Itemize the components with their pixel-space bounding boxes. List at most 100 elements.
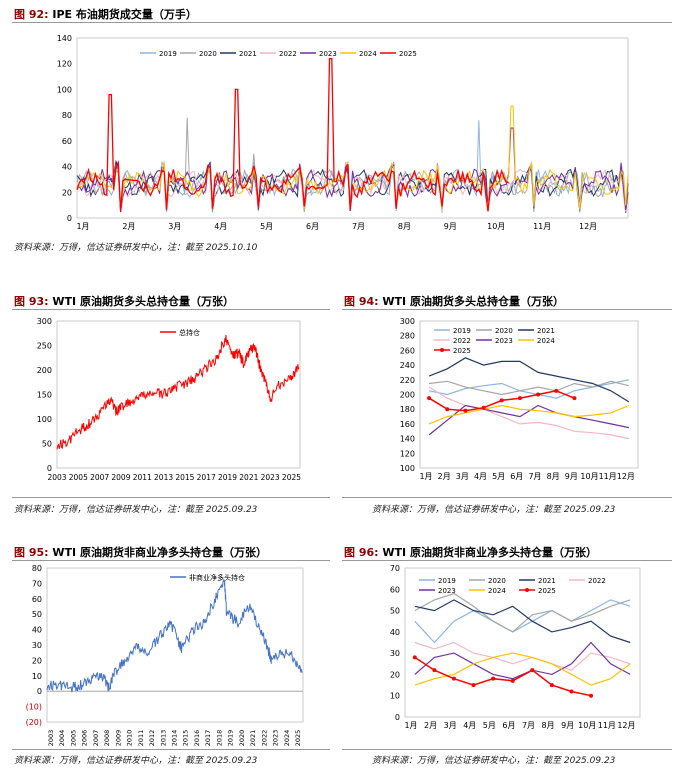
x-tick-label: 2021 (249, 730, 257, 747)
title-rule (12, 560, 330, 561)
x-tick-label: 2023 (272, 730, 280, 747)
y-tick-label: 0 (395, 713, 400, 722)
y-tick-label: (10) (26, 703, 42, 712)
figure-title-text: WTI 原油期货多头总持仓量（万张） (52, 295, 234, 308)
y-tick-label: 140 (57, 34, 72, 43)
source-rule (12, 749, 330, 750)
title-rule (12, 22, 672, 23)
x-tick-label: 2011 (137, 730, 145, 747)
legend-marker (525, 588, 529, 592)
source-rule (12, 497, 330, 498)
data-point-2025 (517, 396, 522, 401)
legend-label: 2019 (453, 327, 471, 335)
figure-title-text: WTI 原油期货多头总持仓量（万张） (382, 295, 564, 308)
figure-label: 图 96: (344, 546, 379, 559)
legend-label: 2022 (279, 50, 297, 58)
x-tick-label: 8月 (547, 472, 560, 481)
x-tick-label: 2025 (294, 730, 302, 747)
source-rule (342, 749, 672, 750)
x-tick-label: 10月 (578, 721, 596, 730)
source-note-95: 资料来源：万得，信达证券研发中心，注：截至 2025.09.23 (14, 756, 258, 766)
series-line-2024 (414, 652, 631, 686)
x-tick-label: 2003 (47, 473, 66, 482)
y-tick-label: 250 (37, 342, 52, 351)
legend-label: 2020 (488, 577, 506, 585)
figure-label: 图 92: (14, 8, 49, 21)
legend-label: 2024 (359, 50, 377, 58)
y-tick-label: 20 (390, 670, 400, 679)
data-point-2025 (445, 407, 450, 412)
x-tick-label: 2013 (154, 473, 173, 482)
x-tick-label: 2007 (90, 473, 109, 482)
figure-title-text: IPE 布油期货成交量（万手） (52, 8, 197, 21)
y-tick-label: 10 (32, 672, 42, 681)
y-tick-label: 40 (32, 626, 42, 635)
figure-title-text: WTI 原油期货非商业净多头持仓量（万张） (382, 546, 597, 559)
y-tick-label: 30 (32, 641, 42, 650)
data-point-2025 (569, 689, 574, 694)
x-tick-label: 2008 (103, 730, 111, 747)
y-tick-label: 60 (62, 137, 72, 146)
x-tick-label: 8月 (542, 721, 555, 730)
legend-label: 2021 (538, 577, 556, 585)
x-tick-label: 6月 (502, 721, 515, 730)
x-tick-label: 10月 (487, 222, 505, 231)
x-tick-label: 8月 (398, 222, 411, 231)
data-point-2025 (530, 668, 535, 673)
x-tick-label: 10月 (580, 472, 598, 481)
y-tick-label: (20) (26, 718, 42, 727)
x-tick-label: 1月 (419, 472, 432, 481)
x-tick-label: 5月 (492, 472, 505, 481)
legend-label: 2023 (438, 587, 456, 595)
legend-label: 2021 (537, 327, 555, 335)
x-tick-label: 2005 (69, 730, 77, 747)
y-tick-label: 120 (57, 60, 72, 69)
x-tick-label: 12月 (617, 721, 635, 730)
data-point-2025 (499, 398, 504, 403)
y-tick-label: 100 (57, 85, 72, 94)
x-tick-label: 6月 (306, 222, 319, 231)
source-note-93: 资料来源：万得，信达证券研发中心，注：截至 2025.09.23 (14, 505, 258, 515)
y-tick-label: 10 (390, 692, 400, 701)
plot-frame (76, 37, 629, 219)
legend-label: 2022 (588, 577, 606, 585)
x-tick-label: 4月 (463, 721, 476, 730)
x-tick-label: 6月 (510, 472, 523, 481)
y-tick-label: 80 (32, 564, 42, 573)
x-tick-label: 2011 (133, 473, 152, 482)
title-rule (12, 309, 330, 310)
data-point-2025 (549, 683, 554, 688)
x-tick-label: 2019 (227, 730, 235, 747)
y-tick-label: 260 (400, 346, 415, 355)
x-tick-label: 2014 (171, 730, 179, 747)
data-point-2025 (572, 396, 577, 401)
figure-title-92: 图 92: IPE 布油期货成交量（万手） (14, 6, 197, 22)
x-tick-label: 3月 (168, 222, 181, 231)
x-tick-label: 2004 (58, 730, 66, 747)
x-tick-label: 2018 (215, 730, 223, 747)
y-tick-label: 100 (400, 464, 415, 473)
series-line-2024 (76, 105, 629, 210)
y-tick-label: 160 (400, 420, 415, 429)
series-line-2021 (414, 599, 631, 644)
legend-label: 2024 (488, 587, 506, 595)
legend-label: 2024 (537, 337, 555, 345)
y-tick-label: 0 (37, 687, 42, 696)
y-tick-label: 120 (400, 449, 415, 458)
series-line-2019 (414, 599, 631, 644)
legend-marker (440, 348, 444, 352)
y-tick-label: 300 (37, 317, 52, 326)
x-tick-label: 2013 (159, 730, 167, 747)
y-tick-label: 50 (32, 610, 42, 619)
x-tick-label: 2月 (438, 472, 451, 481)
figure-title-95: 图 95: WTI 原油期货非商业净多头持仓量（万张） (14, 544, 267, 560)
x-tick-label: 4月 (474, 472, 487, 481)
figure-label: 图 94: (344, 295, 379, 308)
legend-label: 2025 (399, 50, 417, 58)
plot-frame (56, 320, 301, 469)
x-tick-label: 3月 (444, 721, 457, 730)
y-tick-label: 0 (67, 214, 72, 223)
data-point-2025 (451, 676, 456, 681)
y-tick-label: 180 (400, 405, 415, 414)
y-tick-label: 40 (390, 628, 400, 637)
